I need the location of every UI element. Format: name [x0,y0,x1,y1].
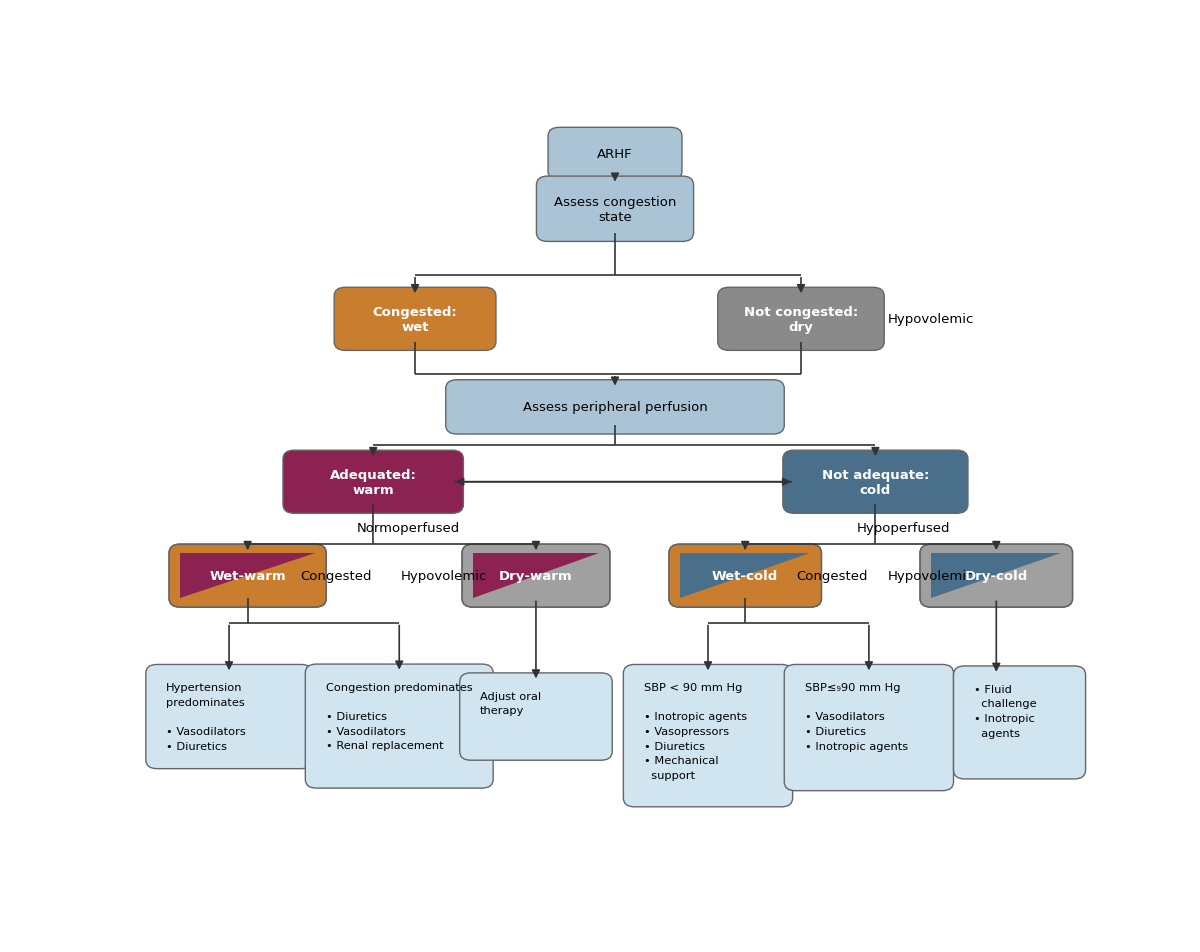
Text: Dry-cold: Dry-cold [965,569,1028,583]
Text: • Inotropic agents: • Inotropic agents [805,741,908,751]
FancyBboxPatch shape [460,673,612,761]
Text: Normoperfused: Normoperfused [356,522,460,535]
Text: ARHF: ARHF [598,149,632,161]
Text: Assess congestion
state: Assess congestion state [554,195,676,224]
Text: Assess peripheral perfusion: Assess peripheral perfusion [523,401,707,414]
Text: Hypovolemic: Hypovolemic [888,569,974,583]
Text: • Diuretics: • Diuretics [167,741,227,751]
FancyBboxPatch shape [462,545,610,607]
Polygon shape [473,553,599,599]
FancyBboxPatch shape [169,545,326,607]
FancyBboxPatch shape [146,664,312,769]
Text: Hypovolemic: Hypovolemic [401,569,487,583]
Text: Congested:
wet: Congested: wet [373,306,457,333]
FancyBboxPatch shape [305,664,493,788]
FancyBboxPatch shape [718,288,884,351]
Text: Hypoperfused: Hypoperfused [857,522,950,535]
Text: • Mechanical: • Mechanical [644,756,719,765]
Text: Hypertension: Hypertension [167,683,242,692]
Text: support: support [644,770,695,781]
FancyBboxPatch shape [536,177,694,242]
FancyBboxPatch shape [334,288,496,351]
Text: • Diuretics: • Diuretics [805,726,865,736]
Text: • Vasodilators: • Vasodilators [167,726,246,736]
FancyBboxPatch shape [623,664,793,807]
Text: • Inotropic agents: • Inotropic agents [644,712,746,722]
Text: predominates: predominates [167,697,245,707]
Text: • Vasodilators: • Vasodilators [805,712,884,722]
Text: Not adequate:
cold: Not adequate: cold [822,468,929,496]
Text: • Diuretics: • Diuretics [325,711,386,722]
Text: agents: agents [974,727,1020,738]
FancyBboxPatch shape [785,664,954,791]
FancyBboxPatch shape [668,545,822,607]
Text: • Diuretics: • Diuretics [644,741,704,751]
FancyBboxPatch shape [954,666,1086,779]
Text: • Renal replacement: • Renal replacement [325,741,443,750]
Text: Wet-warm: Wet-warm [209,569,286,583]
FancyBboxPatch shape [445,381,785,434]
Text: • Vasodilators: • Vasodilators [325,726,406,736]
Text: Wet-cold: Wet-cold [712,569,779,583]
Text: Adjust oral: Adjust oral [480,691,541,701]
Text: • Vasopressors: • Vasopressors [644,726,728,736]
Text: SBP < 90 mm Hg: SBP < 90 mm Hg [644,683,743,692]
Text: Adequated:
warm: Adequated: warm [330,468,416,496]
Text: Hypovolemic: Hypovolemic [888,313,974,326]
Polygon shape [180,553,316,599]
Text: Dry-warm: Dry-warm [499,569,572,583]
Text: Congested: Congested [796,569,868,583]
Text: challenge: challenge [974,699,1037,708]
Text: Congestion predominates: Congestion predominates [325,682,473,692]
FancyBboxPatch shape [283,450,463,514]
FancyBboxPatch shape [782,450,968,514]
Polygon shape [931,553,1062,599]
Text: • Fluid: • Fluid [974,684,1012,694]
Text: therapy: therapy [480,705,524,715]
Polygon shape [680,553,810,599]
Text: SBP≤₉90 mm Hg: SBP≤₉90 mm Hg [805,683,900,692]
Text: Not congested:
dry: Not congested: dry [744,306,858,333]
FancyBboxPatch shape [920,545,1073,607]
Text: • Inotropic: • Inotropic [974,713,1034,724]
FancyBboxPatch shape [548,129,682,181]
Text: Congested: Congested [300,569,372,583]
